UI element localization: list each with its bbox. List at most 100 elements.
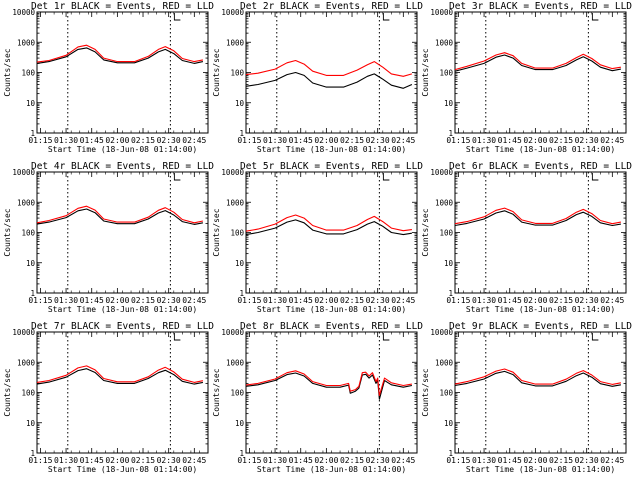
y-axis-label: Counts/sec — [421, 208, 430, 256]
panel-title: Det 2r BLACK = Events, RED = LLD — [240, 1, 423, 12]
plot-frame — [245, 331, 418, 454]
plot-frame — [36, 11, 209, 134]
y-tick-label: 100 — [230, 229, 244, 238]
panel-title: Det 9r BLACK = Events, RED = LLD — [449, 321, 632, 332]
y-tick-label: 100 — [439, 229, 453, 238]
x-tick-label: 02:30 — [366, 136, 390, 145]
panel-title: Det 8r BLACK = Events, RED = LLD — [240, 321, 423, 332]
x-tick-label: 02:30 — [157, 296, 181, 305]
plot-frame — [454, 11, 627, 134]
y-tick-label: 1000 — [226, 38, 245, 47]
x-tick-label: 02:30 — [575, 296, 599, 305]
x-tick-label: 02:30 — [157, 456, 181, 465]
x-tick-label: 02:00 — [105, 296, 129, 305]
x-tick-label: 01:15 — [28, 136, 52, 145]
x-tick-label: 01:15 — [446, 296, 470, 305]
x-tick-label: 02:30 — [575, 136, 599, 145]
y-tick-label: 10000 — [221, 8, 244, 17]
bracket-marker — [382, 173, 390, 181]
y-axis-label: Counts/sec — [3, 208, 12, 256]
series-line-black — [36, 368, 204, 385]
y-tick-label: 1000 — [435, 358, 454, 367]
x-tick-label: 01:30 — [54, 456, 78, 465]
bracket-marker — [591, 13, 599, 21]
panel-title: Det 5r BLACK = Events, RED = LLD — [240, 161, 423, 172]
x-tick-label: 01:45 — [80, 456, 104, 465]
x-axis-label: Start Time (18-Jun-08 01:14:00) — [48, 145, 197, 154]
series-line-black — [454, 210, 621, 227]
series-line-red — [245, 214, 412, 232]
x-tick-label: 01:30 — [54, 296, 78, 305]
y-tick-label: 1 — [30, 289, 35, 298]
x-axis-label: Start Time (18-Jun-08 01:14:00) — [466, 145, 615, 154]
x-tick-label: 02:15 — [340, 136, 364, 145]
x-axis-label: Start Time (18-Jun-08 01:14:00) — [257, 305, 406, 314]
y-tick-label: 1000 — [435, 198, 454, 207]
y-tick-label: 10 — [26, 419, 36, 428]
x-tick-label: 02:30 — [157, 136, 181, 145]
x-tick-label: 02:45 — [182, 296, 206, 305]
y-axis-label: Counts/sec — [421, 48, 430, 96]
plot-frame — [36, 331, 209, 454]
panel-det-9: Det 9r BLACK = Events, RED = LLD 1 10 100 10… — [421, 321, 632, 474]
y-axis-label: Counts/sec — [3, 368, 12, 416]
x-tick-label: 02:30 — [575, 456, 599, 465]
bracket-marker — [382, 13, 390, 21]
x-tick-label: 01:30 — [263, 456, 287, 465]
x-tick-label: 01:15 — [28, 296, 52, 305]
series-line-black — [36, 47, 204, 64]
series-line-red — [36, 365, 204, 383]
y-tick-label: 10000 — [221, 328, 244, 337]
y-tick-label: 1 — [239, 449, 244, 458]
y-tick-label: 10000 — [430, 328, 453, 337]
bracket-marker — [591, 173, 599, 181]
y-tick-label: 10 — [235, 259, 245, 268]
x-axis-label: Start Time (18-Jun-08 01:14:00) — [257, 145, 406, 154]
x-tick-label: 02:30 — [366, 456, 390, 465]
bracket-marker — [173, 173, 181, 181]
x-axis-label: Start Time (18-Jun-08 01:14:00) — [48, 305, 197, 314]
plot-frame — [36, 171, 209, 294]
y-axis-label: Counts/sec — [212, 368, 221, 416]
y-tick-label: 10000 — [221, 168, 244, 177]
y-tick-label: 1 — [448, 289, 453, 298]
series-line-black — [36, 208, 204, 225]
y-tick-label: 10000 — [430, 8, 453, 17]
y-axis-label: Counts/sec — [3, 48, 12, 96]
series-line-black — [245, 71, 413, 89]
y-tick-label: 10 — [444, 99, 454, 108]
series-line-black — [454, 370, 621, 387]
series-line-red — [245, 370, 412, 396]
panel-title: Det 6r BLACK = Events, RED = LLD — [449, 161, 632, 172]
plot-frame — [454, 171, 627, 294]
x-tick-label: 01:30 — [472, 296, 496, 305]
panel-det-3: Det 3r BLACK = Events, RED = LLD 1 10 100 10… — [421, 1, 632, 154]
x-axis-label: Start Time (18-Jun-08 01:14:00) — [48, 465, 197, 474]
x-tick-label: 01:15 — [28, 456, 52, 465]
panel-det-4: Det 4r BLACK = Events, RED = LLD 1 10 100 10… — [3, 161, 214, 314]
y-tick-label: 10 — [235, 99, 245, 108]
panel-det-1: Det 1r BLACK = Events, RED = LLD 1 10 100 10… — [3, 1, 214, 154]
y-tick-label: 100 — [21, 229, 35, 238]
y-tick-label: 100 — [230, 389, 244, 398]
x-tick-label: 02:00 — [523, 296, 547, 305]
y-axis-label: Counts/sec — [212, 208, 221, 256]
x-tick-label: 01:45 — [80, 296, 104, 305]
x-tick-label: 02:00 — [314, 296, 338, 305]
series-line-black — [454, 54, 622, 72]
x-tick-label: 02:00 — [523, 136, 547, 145]
x-tick-label: 02:15 — [549, 136, 573, 145]
x-tick-label: 02:15 — [131, 296, 155, 305]
y-tick-label: 10 — [235, 419, 245, 428]
bracket-marker — [382, 333, 390, 341]
x-tick-label: 01:15 — [237, 456, 261, 465]
y-tick-label: 1000 — [17, 358, 36, 367]
panel-det-2: Det 2r BLACK = Events, RED = LLD 1 10 100 10… — [212, 1, 423, 154]
series-line-red — [454, 368, 622, 385]
x-tick-label: 01:15 — [237, 136, 261, 145]
x-tick-label: 01:45 — [289, 296, 313, 305]
y-tick-label: 100 — [439, 389, 453, 398]
panel-det-5: Det 5r BLACK = Events, RED = LLD 1 10 100 10… — [212, 161, 423, 314]
y-tick-label: 10000 — [12, 8, 35, 17]
